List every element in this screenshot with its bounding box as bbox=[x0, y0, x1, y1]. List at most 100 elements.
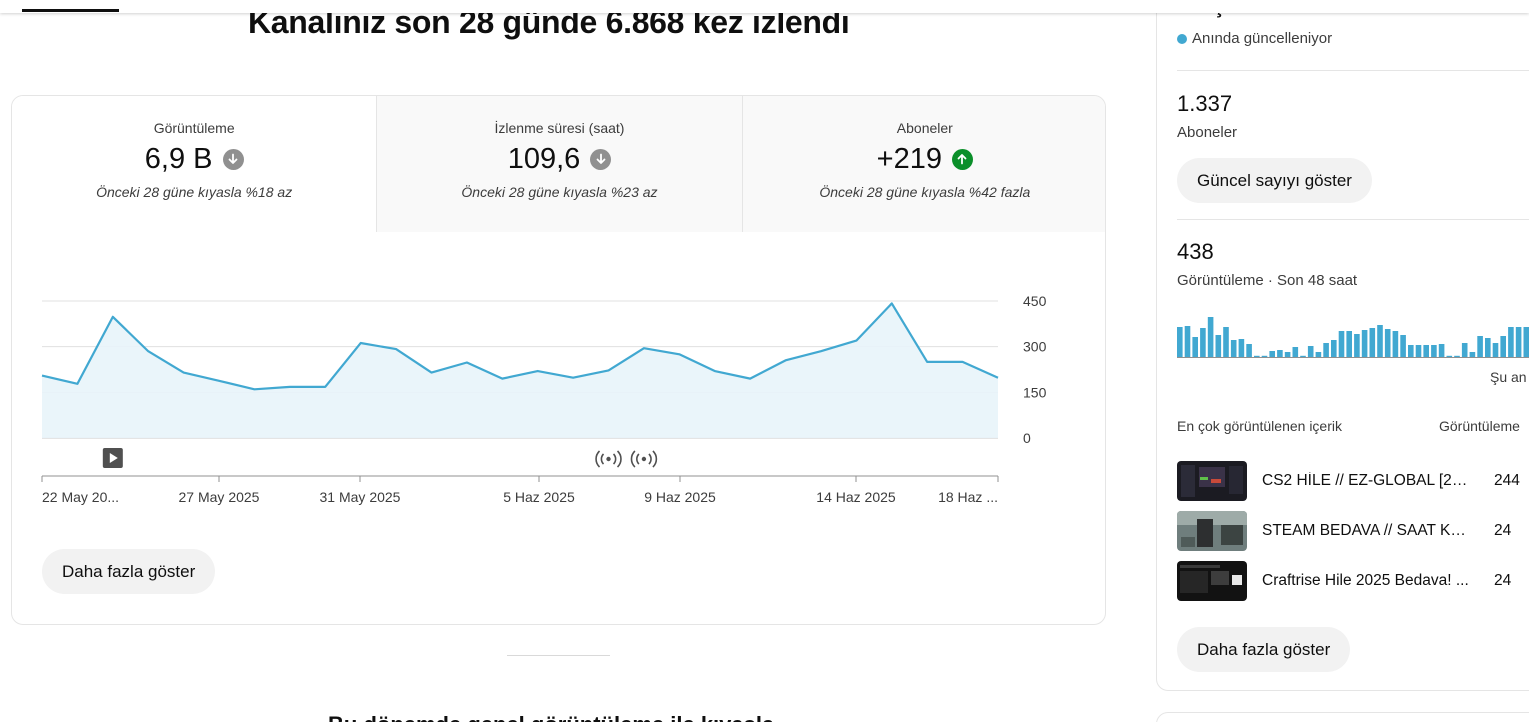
realtime-bar[interactable] bbox=[1384, 329, 1391, 357]
arrow-down-icon bbox=[590, 148, 612, 170]
realtime-bar[interactable] bbox=[1346, 331, 1352, 357]
realtime-bar[interactable] bbox=[1446, 355, 1453, 357]
top-content-item[interactable]: CS2 HİLE // EZ-GLOBAL [2025] BEDAVA 244 bbox=[1177, 461, 1529, 501]
top-content-item[interactable]: Craftrise Hile 2025 Bedava! ... 24 bbox=[1177, 561, 1529, 601]
realtime-bar[interactable] bbox=[1238, 339, 1245, 357]
realtime-bar[interactable] bbox=[1492, 343, 1499, 357]
views-chart-svg: 450 300 150 0 22 May 20... 27 May 2025 31 May … bbox=[41, 293, 1047, 505]
realtime-bar[interactable] bbox=[1207, 317, 1214, 357]
realtime-bar[interactable] bbox=[1392, 331, 1399, 357]
play-icon[interactable] bbox=[102, 448, 123, 468]
area-fill bbox=[42, 303, 998, 438]
live-status: Anında güncelleniyor bbox=[1177, 30, 1332, 47]
realtime-bar[interactable] bbox=[1192, 337, 1198, 357]
realtime-bar[interactable] bbox=[1223, 327, 1229, 357]
show-current-count-button[interactable]: Güncel sayıyı göster bbox=[1177, 158, 1372, 203]
realtime-bar[interactable] bbox=[1438, 344, 1445, 357]
metric-label: Görüntüleme bbox=[153, 120, 235, 136]
realtime-bar[interactable] bbox=[1261, 355, 1268, 357]
metric-value: 6,9 B bbox=[144, 142, 213, 175]
realtime-card: Gerçek zamanlı Anında güncelleniyor 1.33… bbox=[1156, 0, 1529, 691]
realtime-bar[interactable] bbox=[1284, 352, 1291, 357]
realtime-bar[interactable] bbox=[1338, 331, 1345, 357]
metrics-row: Görüntüleme 6,9 B Önceki 28 güne kıyasla… bbox=[12, 96, 1105, 232]
realtime-bar[interactable] bbox=[1431, 345, 1437, 357]
realtime-views-label: Görüntüleme · Son 48 saat bbox=[1177, 272, 1358, 289]
realtime-bar[interactable] bbox=[1184, 326, 1191, 357]
metric-label: Aboneler bbox=[896, 120, 953, 136]
realtime-bar[interactable] bbox=[1400, 335, 1406, 357]
top-tab-bar bbox=[0, 0, 1529, 13]
realtime-bar[interactable] bbox=[1331, 340, 1337, 357]
x-tick-label: 31 May 2025 bbox=[320, 489, 401, 505]
realtime-bar[interactable] bbox=[1246, 344, 1252, 357]
realtime-bar[interactable] bbox=[1408, 345, 1414, 357]
metric-tab-watch-time[interactable]: İzlenme süresi (saat) 109,6 Önceki 28 gü… bbox=[376, 96, 742, 232]
realtime-bar[interactable] bbox=[1454, 355, 1460, 357]
top-content-item[interactable]: STEAM BEDAVA // SAAT KASMA 24 bbox=[1177, 511, 1529, 551]
realtime-bar[interactable] bbox=[1254, 355, 1260, 357]
realtime-bar[interactable] bbox=[1177, 327, 1183, 357]
realtime-views-count: 438 bbox=[1177, 239, 1214, 264]
realtime-bar[interactable] bbox=[1523, 327, 1529, 357]
realtime-bar[interactable] bbox=[1277, 350, 1283, 357]
realtime-bar[interactable] bbox=[1377, 325, 1383, 357]
active-tab-indicator bbox=[22, 9, 119, 12]
video-thumbnail[interactable] bbox=[1177, 561, 1247, 601]
metric-compare: Önceki 28 güne kıyasla %18 az bbox=[96, 184, 293, 200]
realtime-bar[interactable] bbox=[1307, 346, 1314, 357]
subscriber-count: 1.337 bbox=[1177, 91, 1233, 116]
realtime-bar[interactable] bbox=[1315, 352, 1322, 357]
broadcast-icon[interactable] bbox=[595, 450, 622, 468]
realtime-bar[interactable] bbox=[1477, 336, 1483, 357]
realtime-bar[interactable] bbox=[1508, 327, 1514, 357]
realtime-bar[interactable] bbox=[1292, 347, 1299, 357]
realtime-bar[interactable] bbox=[1200, 328, 1206, 357]
realtime-bar[interactable] bbox=[1215, 335, 1222, 357]
content-views: 244 bbox=[1494, 472, 1520, 489]
broadcast-icon[interactable] bbox=[630, 450, 658, 468]
show-more-top-content-button[interactable]: Daha fazla göster bbox=[1177, 627, 1351, 672]
content-title[interactable]: CS2 HİLE // EZ-GLOBAL [2025] BEDAVA bbox=[1262, 472, 1474, 489]
x-tick-label: 9 Haz 2025 bbox=[644, 489, 716, 505]
realtime-bar[interactable] bbox=[1300, 355, 1306, 357]
realtime-bar[interactable] bbox=[1500, 336, 1506, 357]
section-divider bbox=[507, 655, 610, 656]
x-tick-label: 18 Haz ... bbox=[938, 489, 998, 505]
metric-compare: Önceki 28 güne kıyasla %23 az bbox=[461, 184, 658, 200]
content-title[interactable]: STEAM BEDAVA // SAAT KASMA bbox=[1262, 522, 1474, 539]
top-content-heading: En çok görüntülenen içerik bbox=[1177, 418, 1342, 434]
realtime-bar[interactable] bbox=[1361, 330, 1368, 357]
realtime-bar[interactable] bbox=[1515, 327, 1522, 357]
realtime-bar[interactable] bbox=[1354, 334, 1360, 357]
live-dot-icon bbox=[1177, 33, 1187, 44]
realtime-bar[interactable] bbox=[1469, 352, 1476, 357]
metric-value: 109,6 bbox=[507, 142, 581, 175]
realtime-bar[interactable] bbox=[1461, 343, 1468, 357]
show-more-button[interactable]: Daha fazla göster bbox=[42, 549, 216, 594]
video-thumbnail[interactable] bbox=[1177, 461, 1247, 501]
now-label: Şu an bbox=[1490, 369, 1527, 385]
realtime-bar-chart bbox=[1177, 317, 1529, 358]
metric-tab-views[interactable]: Görüntüleme 6,9 B Önceki 28 güne kıyasla… bbox=[12, 96, 377, 232]
content-views: 24 bbox=[1494, 572, 1512, 589]
y-tick-label: 0 bbox=[1023, 430, 1031, 446]
series-line bbox=[41, 302, 999, 391]
top-content-views-heading: Görüntüleme bbox=[1439, 418, 1520, 434]
arrow-down-icon bbox=[222, 148, 244, 170]
video-thumbnail[interactable] bbox=[1177, 511, 1247, 551]
realtime-bar[interactable] bbox=[1323, 343, 1329, 357]
content-title[interactable]: Craftrise Hile 2025 Bedava! ... bbox=[1262, 572, 1469, 589]
live-status-text: Anında güncelleniyor bbox=[1192, 30, 1333, 47]
y-tick-label: 150 bbox=[1023, 384, 1047, 400]
realtime-bar[interactable] bbox=[1423, 345, 1429, 357]
realtime-bar[interactable] bbox=[1485, 338, 1491, 357]
realtime-bar[interactable] bbox=[1230, 340, 1237, 357]
metric-tab-subscribers[interactable]: Aboneler +219 Önceki 28 güne kıyasla %42… bbox=[741, 96, 1105, 232]
next-section-heading: Bu dönemde genel görüntüleme ile kıyasla bbox=[328, 712, 774, 722]
realtime-bar[interactable] bbox=[1415, 345, 1422, 357]
realtime-bar[interactable] bbox=[1369, 328, 1376, 357]
subscriber-label: Aboneler bbox=[1177, 124, 1238, 141]
arrow-up-icon bbox=[951, 148, 973, 170]
realtime-bar[interactable] bbox=[1269, 351, 1275, 357]
